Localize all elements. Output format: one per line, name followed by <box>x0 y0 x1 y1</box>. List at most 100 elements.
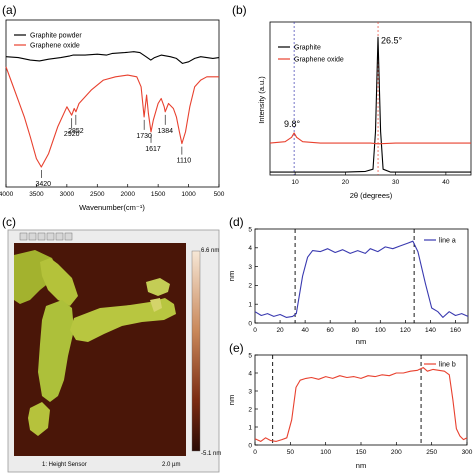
legend-label-line-b: line b <box>439 362 456 369</box>
x-axis-title-d: nm <box>356 337 366 346</box>
y-tick-label-d-4: 4 <box>248 245 252 252</box>
x-tick-label-d-0: 0 <box>253 327 257 334</box>
afm-scale-label: 2.0 µm <box>162 462 180 468</box>
y-axis-title-d: nm <box>227 271 236 281</box>
plot-a: 4000 3500 3000 2500 2000 1500 1000 500 3420 29202… <box>0 51 225 198</box>
y-tick-label-e-5: 5 <box>248 352 252 359</box>
series-line-b-1 <box>269 132 471 145</box>
x-tick-label-d-3: 60 <box>327 327 335 334</box>
afm-colorbar-max: 6.6 nm <box>201 248 219 254</box>
series-line-a-0 <box>5 51 220 64</box>
x-tick-label-d-4: 80 <box>352 327 360 334</box>
x-tick-label-b-0: 10 <box>292 179 300 186</box>
plot-frame-a <box>5 19 220 188</box>
afm-flake-5 <box>146 278 170 296</box>
legend-label-graphite: Graphite <box>294 45 321 52</box>
x-tick-label-e-5: 250 <box>426 449 437 456</box>
x-tick-label-e-3: 150 <box>356 449 367 456</box>
x-tick-label-b-2: 30 <box>392 179 400 186</box>
afm-toolbar[interactable] <box>19 232 73 241</box>
y-tick-label-d-2: 2 <box>248 283 252 290</box>
x-tick-label-b-1: 20 <box>342 179 350 186</box>
y-tick-label-e-1: 1 <box>248 424 252 431</box>
x-tick-label-e-2: 100 <box>320 449 331 456</box>
x-tick-label-d-6: 120 <box>400 327 411 334</box>
panel-label-a: (a) <box>2 3 17 17</box>
annotation-label-a-1: 2920 <box>64 131 80 138</box>
afm-pan-icon[interactable] <box>28 232 37 241</box>
series-line-a-1 <box>5 66 219 168</box>
annotation-label-a-2: 2852 <box>68 128 84 135</box>
legend-label-graphene-oxide-b: Graphene oxide <box>294 57 344 64</box>
panel-label-d: (d) <box>229 215 244 229</box>
panel-label-b: (b) <box>232 3 247 17</box>
annotation-label-a-3: 1730 <box>136 133 152 140</box>
x-tick-label-a-0: 4000 <box>0 191 14 198</box>
x-tick-label-a-3: 2500 <box>90 191 105 198</box>
x-tick-label-d-1: 20 <box>276 327 284 334</box>
panel-label-c: (c) <box>2 215 16 229</box>
legend-label-graphene-oxide-a: Graphene oxide <box>30 43 80 50</box>
y-tick-label-d-3: 3 <box>248 264 252 271</box>
afm-colorbar-min: -5.1 nm <box>201 451 221 457</box>
legend-e: line b <box>424 362 456 369</box>
x-tick-label-a-6: 1000 <box>181 191 196 198</box>
x-tick-label-e-6: 300 <box>462 449 473 456</box>
annotation-label-a-0: 3420 <box>36 181 52 188</box>
series-line-b-0 <box>270 36 471 173</box>
plot-d: 0 1 2 3 4 5 0 20 40 60 80 100 120 140 160 <box>248 226 469 334</box>
afm-image <box>14 243 186 456</box>
x-tick-label-d-2: 40 <box>302 327 310 334</box>
afm-flake-4 <box>70 298 176 342</box>
x-tick-label-a-1: 3500 <box>29 191 44 198</box>
legend-label-graphite-powder: Graphite powder <box>30 33 82 40</box>
y-tick-label-e-3: 3 <box>248 388 252 395</box>
x-tick-label-d-8: 160 <box>450 327 461 334</box>
legend-label-line-a: line a <box>439 238 456 245</box>
afm-settings-icon[interactable] <box>64 232 73 241</box>
x-tick-label-a-5: 1500 <box>151 191 166 198</box>
x-axis-title-e: nm <box>356 461 366 470</box>
legend-d: line a <box>424 238 456 245</box>
plot-frame-d <box>254 228 469 324</box>
y-tick-label-e-4: 4 <box>248 370 252 377</box>
annotation-label-a-4: 1617 <box>145 146 161 153</box>
plot-b: 10 20 30 40 9.8° 26.5° <box>269 22 471 186</box>
annotation-label-b-1: 26.5° <box>381 35 403 45</box>
x-tick-label-a-4: 2000 <box>120 191 135 198</box>
x-tick-label-e-0: 0 <box>253 449 257 456</box>
x-tick-label-e-1: 50 <box>287 449 295 456</box>
plot-frame-e <box>254 354 468 446</box>
x-tick-label-e-4: 200 <box>391 449 402 456</box>
afm-channel-label: 1: Height Sensor <box>42 462 87 468</box>
y-tick-label-e-2: 2 <box>248 406 252 413</box>
panel-label-e: (e) <box>229 341 244 355</box>
y-axis-title-b: Intensity (a.u.) <box>257 76 266 124</box>
x-axis-title-b: 2θ (degrees) <box>350 191 393 200</box>
afm-flake-3 <box>38 300 74 402</box>
afm-flake-2 <box>40 258 78 306</box>
afm-colorbar <box>191 250 201 452</box>
y-tick-label-d-5: 5 <box>248 226 252 233</box>
series-line-e-0 <box>254 367 468 442</box>
legend-b: Graphite Graphene oxide <box>278 45 344 64</box>
annotation-label-a-5: 1384 <box>157 128 173 135</box>
x-tick-label-d-5: 100 <box>375 327 386 334</box>
x-tick-label-b-3: 40 <box>442 179 450 186</box>
x-axis-title-a: Wavenumber(cm⁻¹) <box>79 203 145 212</box>
plot-frame-b <box>269 21 472 176</box>
afm-window: 6.6 nm -5.1 nm 1: Height Sensor 2.0 µm <box>7 229 221 473</box>
afm-profile-icon[interactable] <box>55 232 64 241</box>
y-tick-label-d-1: 1 <box>248 302 252 309</box>
afm-measure-icon[interactable] <box>46 232 55 241</box>
y-tick-label-e-0: 0 <box>248 442 252 449</box>
x-tick-label-a-7: 500 <box>214 191 225 198</box>
afm-zoom-icon[interactable] <box>19 232 28 241</box>
afm-select-icon[interactable] <box>37 232 46 241</box>
x-tick-label-a-2: 3000 <box>60 191 75 198</box>
y-axis-title-e: nm <box>227 395 236 405</box>
annotation-label-a-6: 1110 <box>177 158 192 165</box>
series-line-d-0 <box>254 240 469 318</box>
